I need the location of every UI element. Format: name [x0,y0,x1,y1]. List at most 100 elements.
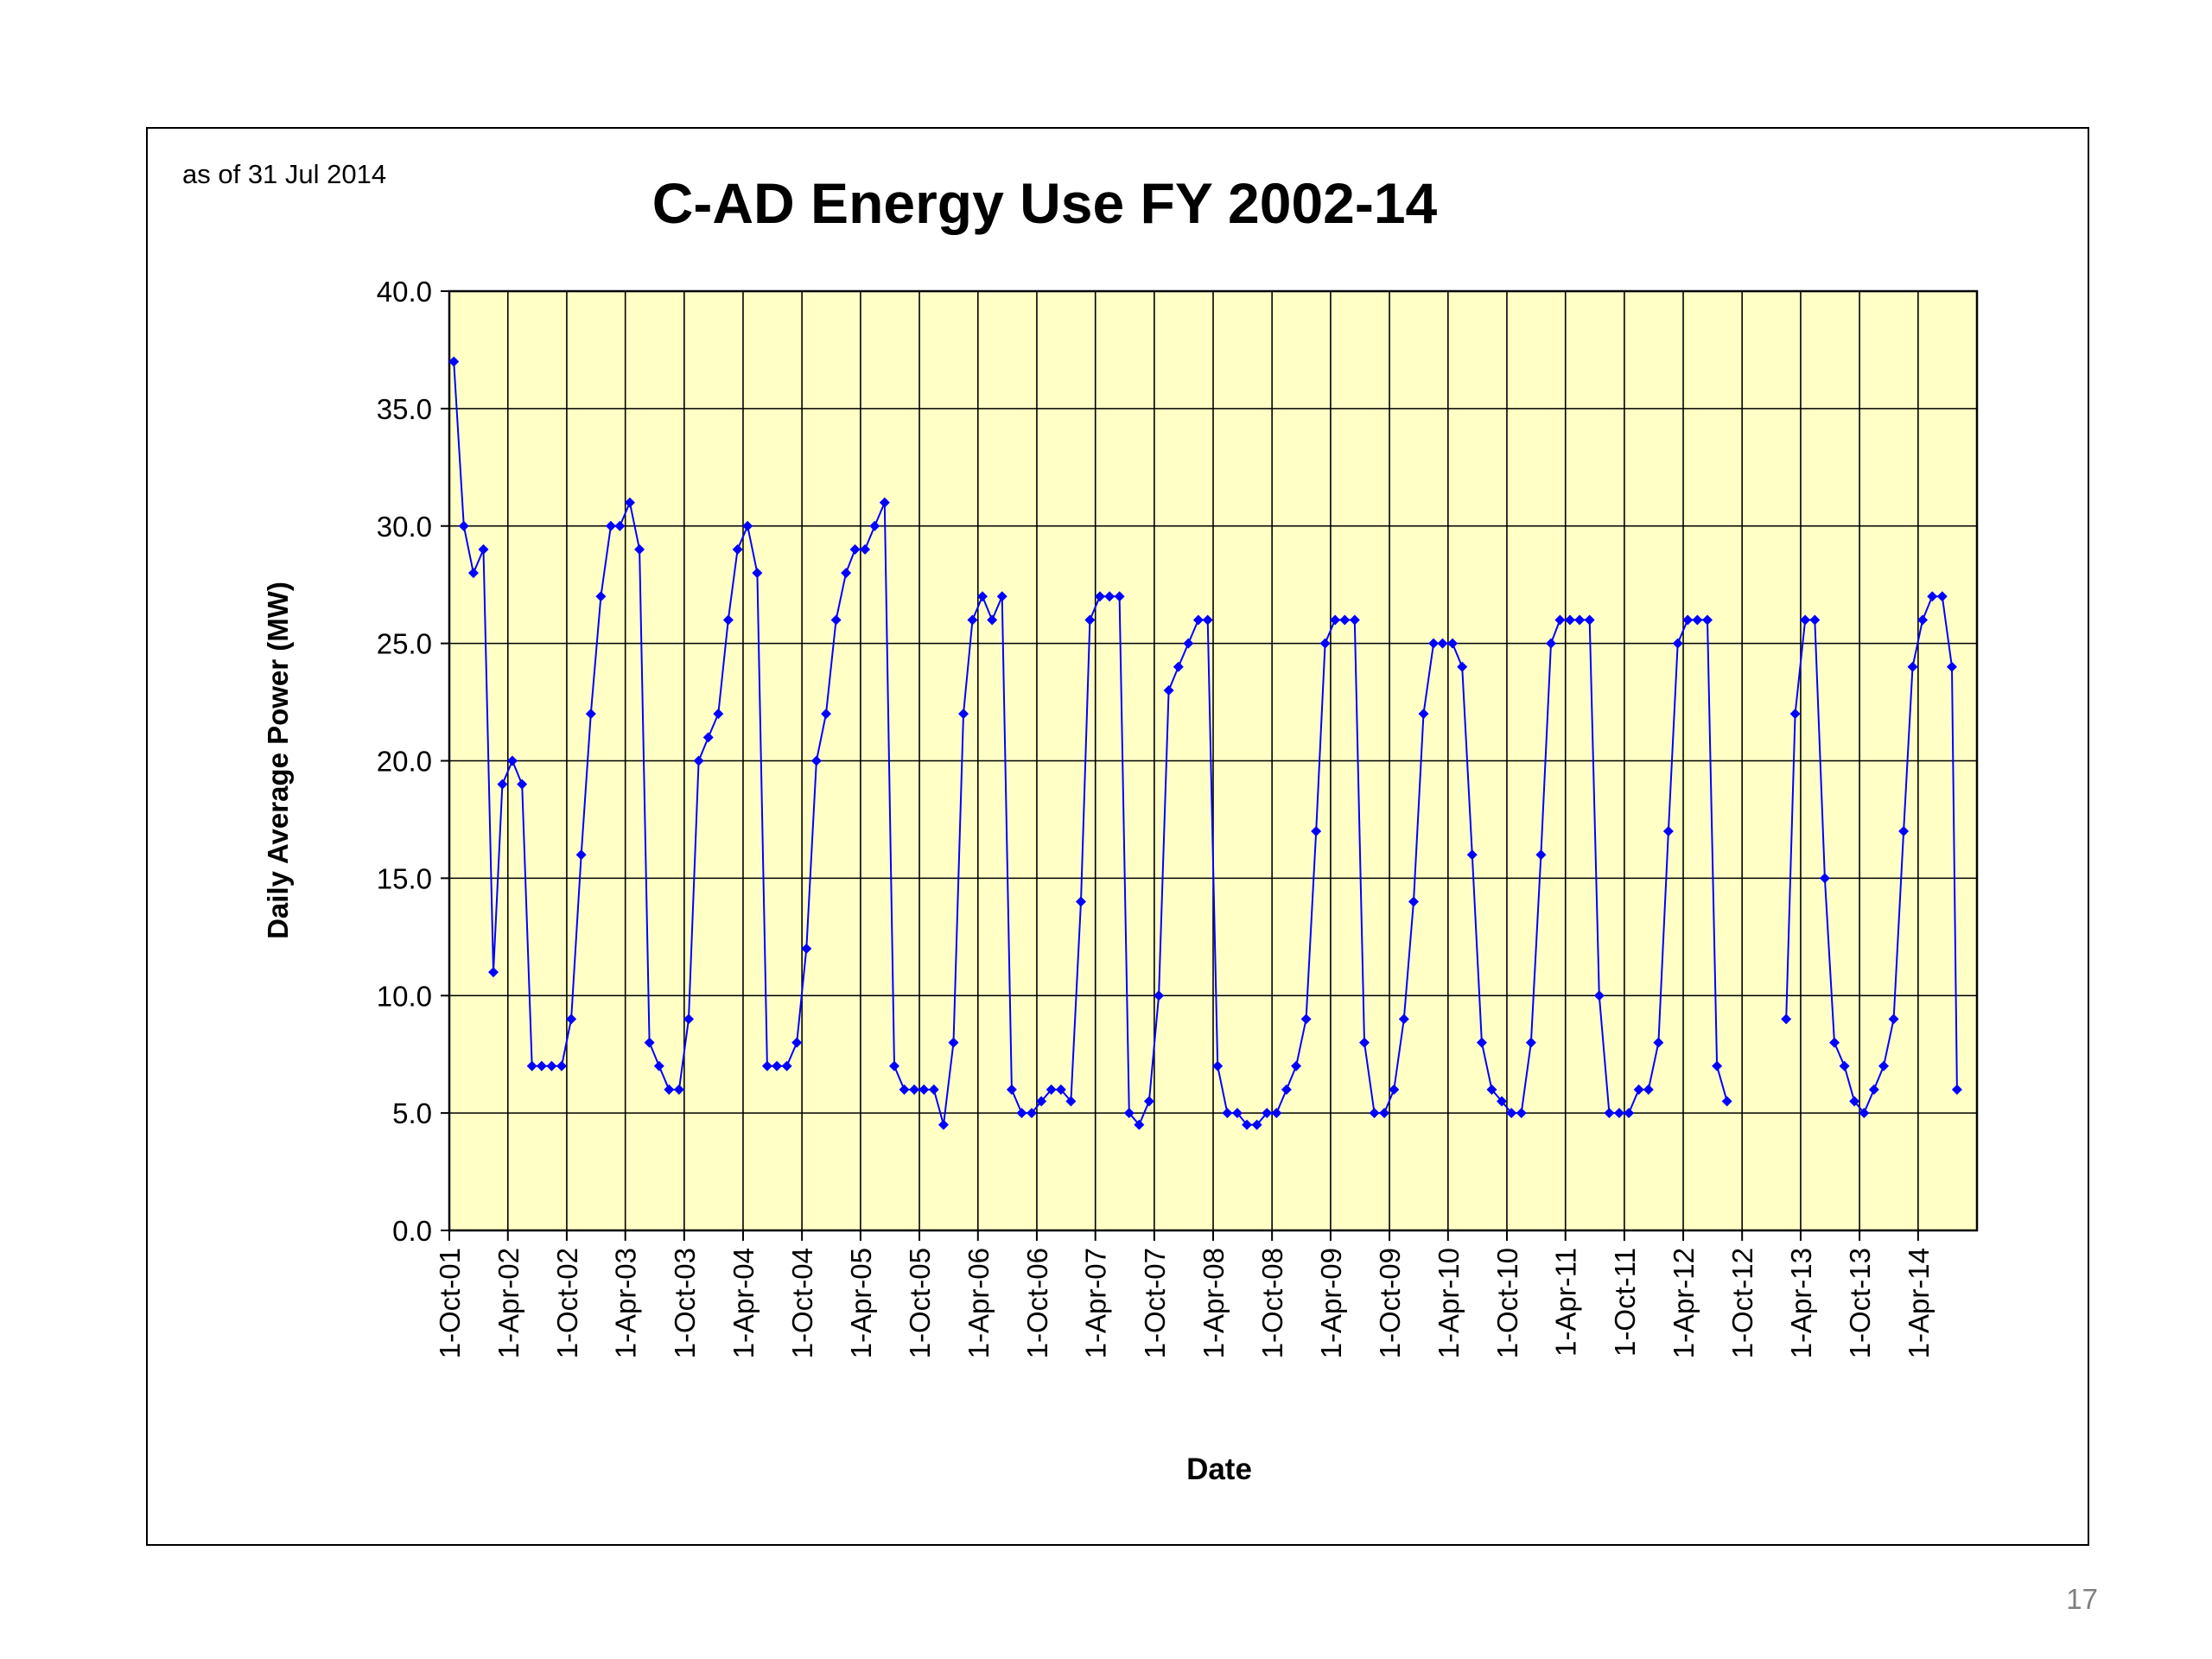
x-tick-label: 1-Oct-13 [1844,1248,1876,1358]
y-tick-label: 5.0 [392,1097,432,1129]
data-point [1046,1084,1057,1095]
x-tick-label: 1-Apr-03 [610,1248,642,1358]
data-point [448,356,460,367]
data-point [1437,638,1448,649]
data-point [1946,661,1957,672]
x-tick-label: 1-Oct-11 [1609,1248,1641,1357]
data-point [1094,591,1105,602]
data-point [1231,1108,1243,1119]
data-point [732,543,743,555]
data-point [1849,1096,1860,1107]
data-point [536,1060,547,1071]
data-point [1055,1084,1066,1095]
x-axis-label: Date [1186,1452,1252,1486]
data-point [702,732,714,743]
data-point [683,1014,695,1025]
annotation: as of 31 Jul 2014 [182,159,386,189]
data-point [1859,1108,1870,1119]
x-tick-label: 1-Apr-09 [1315,1248,1347,1358]
x-tick-label: 1-Oct-08 [1256,1248,1288,1358]
data-point [517,779,528,790]
data-point [478,543,489,555]
data-point [1339,614,1351,626]
y-tick-label: 40.0 [377,276,432,308]
data-point [1183,638,1194,649]
data-point [1418,709,1429,720]
x-tick-label: 1-Apr-12 [1668,1248,1700,1358]
data-point [1506,1108,1517,1119]
data-point [488,967,499,978]
y-axis-label: Daily Average Power (MW) [262,582,294,939]
data-point [1898,826,1910,837]
data-point [1134,1119,1145,1130]
data-point [1535,849,1547,861]
data-point [1593,990,1605,1001]
data-point [605,520,616,531]
x-tick-label: 1-Apr-02 [493,1248,524,1358]
data-point [1800,614,1811,626]
data-point [1389,1084,1400,1095]
data-point [1466,849,1478,861]
data-point [1075,896,1086,907]
data-point [1701,614,1713,626]
y-tick-label: 25.0 [377,628,432,660]
data-point [1212,1060,1224,1071]
data-point [1319,638,1331,649]
x-tick-label: 1-Apr-04 [728,1248,760,1358]
data-point [1173,661,1184,672]
data-point [1251,1119,1262,1130]
data-point [1516,1108,1527,1119]
data-point [1202,614,1213,626]
data-point [1359,1037,1370,1048]
data-point [1369,1108,1380,1119]
data-point [1564,614,1575,626]
data-point [899,1084,910,1095]
x-tick-label: 1-Apr-06 [963,1248,995,1358]
data-point [742,520,753,531]
data-point [830,614,842,626]
data-point [1065,1096,1077,1107]
data-point [1951,1084,1962,1095]
data-point [1819,873,1830,884]
data-point [1927,591,1938,602]
data-point [1123,1108,1135,1119]
y-tick-label: 35.0 [377,393,432,425]
data-point [1936,591,1948,602]
x-tick-label: 1-Apr-07 [1080,1248,1112,1358]
data-point [752,568,763,579]
data-point [595,591,607,602]
data-point [1682,614,1694,626]
data-point [888,1060,899,1071]
data-point [761,1060,772,1071]
data-point [849,543,861,555]
data-point [801,943,812,954]
x-tick-label: 1-Oct-01 [434,1248,466,1358]
y-tick-label: 10.0 [377,980,432,1012]
x-tick-label: 1-Oct-07 [1139,1248,1171,1358]
data-point [1222,1108,1233,1119]
data-point [1271,1108,1282,1119]
data-point [1613,1108,1624,1119]
data-point [1143,1096,1154,1107]
data-point [1476,1037,1487,1048]
data-point [1154,990,1165,1001]
x-tick-label: 1-Apr-05 [845,1248,877,1358]
data-point [1447,638,1459,649]
data-point [585,709,596,720]
data-point [1408,896,1419,907]
data-point [1242,1119,1253,1130]
data-point [1457,661,1468,672]
data-point [1554,614,1566,626]
data-point [967,614,978,626]
chart-title: C-AD Energy Use FY 2002-14 [652,171,1438,235]
data-point [614,520,626,531]
data-point [1604,1108,1615,1119]
data-point [1016,1108,1027,1119]
y-tick-label: 20.0 [377,746,432,778]
x-tick-label: 1-Oct-05 [904,1248,936,1358]
x-tick-label: 1-Oct-06 [1021,1248,1053,1358]
data-point [810,755,822,766]
data-point [1026,1108,1037,1119]
data-point [1829,1037,1840,1048]
